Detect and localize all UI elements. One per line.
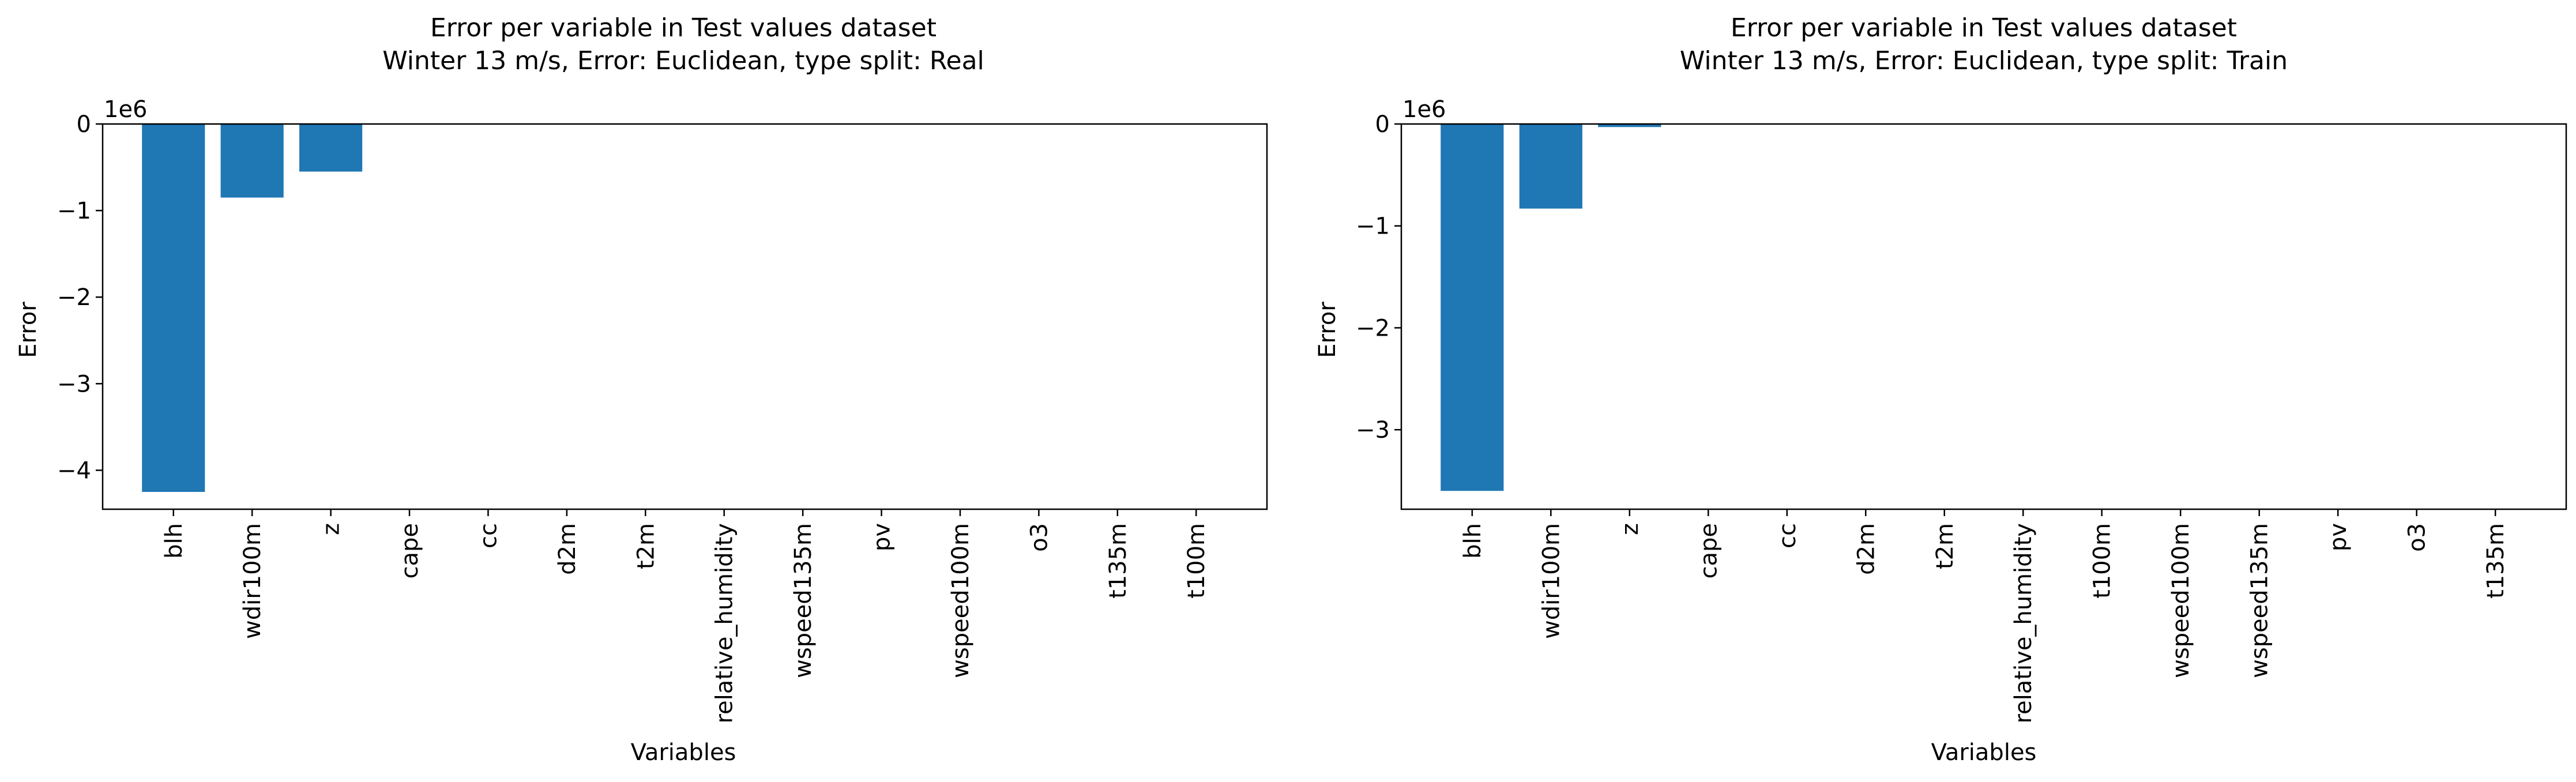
x-tick-label: t100m	[2089, 523, 2116, 599]
bar-z	[1598, 124, 1661, 127]
plot-area: 0 −1 −2 −3 −4 blh wdir100m z cape cc d2m t2m relativ…	[57, 111, 1268, 724]
bar-wdir100m	[220, 124, 284, 198]
y-tick-label: −1	[57, 198, 91, 224]
y-tick-label: −2	[1356, 315, 1390, 341]
x-tick-label: cape	[397, 523, 423, 579]
y-tick-label: 0	[77, 111, 91, 138]
x-tick-label: z	[1617, 523, 1644, 535]
x-tick-label: relative_humidity	[2010, 523, 2037, 724]
chart-title: Error per variable in Test values datase…	[430, 13, 937, 43]
x-tick-label: cc	[475, 523, 502, 548]
x-tick-label: z	[318, 523, 345, 535]
bar-blh	[1441, 124, 1504, 491]
plot-area: 0 −1 −2 −3 blh wdir100m z cape cc d2m t2m relative_…	[1356, 111, 2567, 724]
axes-frame	[1400, 123, 2567, 510]
y-tick-label: −3	[1356, 417, 1390, 443]
y-tick-label: 0	[1375, 111, 1390, 138]
x-tick-label: wspeed100m	[2168, 523, 2194, 678]
x-axis-label: Variables	[1931, 739, 2037, 766]
chart-subtitle: Winter 13 m/s, Error: Euclidean, type sp…	[382, 46, 984, 76]
x-tick-label: pv	[2325, 523, 2352, 551]
x-tick-label: t135m	[2483, 523, 2509, 599]
chart-panel-train: Error per variable in Test values datase…	[1314, 13, 2567, 766]
x-tick-label: t2m	[1932, 523, 1958, 569]
x-tick-label: o3	[2404, 523, 2431, 552]
chart-subtitle: Winter 13 m/s, Error: Euclidean, type sp…	[1680, 46, 2288, 76]
y-offset-label: 1e6	[104, 96, 148, 123]
x-tick-label: cc	[1774, 523, 1801, 548]
axes-frame	[101, 123, 1268, 510]
y-axis-label: Error	[1314, 302, 1341, 358]
bar-z	[299, 124, 363, 172]
x-tick-label: t135m	[1105, 523, 1131, 599]
x-tick-label: d2m	[554, 523, 581, 575]
y-tick-label: −4	[57, 457, 91, 484]
x-tick-label: relative_humidity	[712, 523, 738, 724]
x-tick-label: wspeed135m	[2247, 523, 2273, 678]
y-tick-label: −1	[1356, 213, 1390, 240]
x-tick-label: wspeed135m	[790, 523, 817, 678]
x-tick-label: o3	[1026, 523, 1052, 552]
x-tick-label: pv	[869, 523, 896, 551]
x-tick-label: wdir100m	[1538, 523, 1565, 639]
y-tick-label: −2	[57, 284, 91, 311]
x-tick-label: wspeed100m	[947, 523, 974, 678]
x-tick-label: cape	[1695, 523, 1722, 579]
x-tick-label: blh	[161, 523, 187, 559]
bar-wdir100m	[1519, 124, 1582, 209]
y-axis-label: Error	[15, 302, 42, 358]
x-tick-label: wdir100m	[239, 523, 266, 639]
x-tick-label: t2m	[633, 523, 659, 569]
y-offset-label: 1e6	[1402, 96, 1446, 123]
x-axis-label: Variables	[631, 739, 736, 766]
x-tick-label: d2m	[1853, 523, 1879, 575]
y-tick-label: −3	[57, 371, 91, 397]
bar-blh	[142, 124, 205, 492]
chart-title: Error per variable in Test values datase…	[1731, 13, 2237, 43]
x-tick-label: blh	[1460, 523, 1486, 559]
x-tick-label: t100m	[1183, 523, 1210, 599]
chart-panel-real: Error per variable in Test values datase…	[15, 13, 1268, 766]
